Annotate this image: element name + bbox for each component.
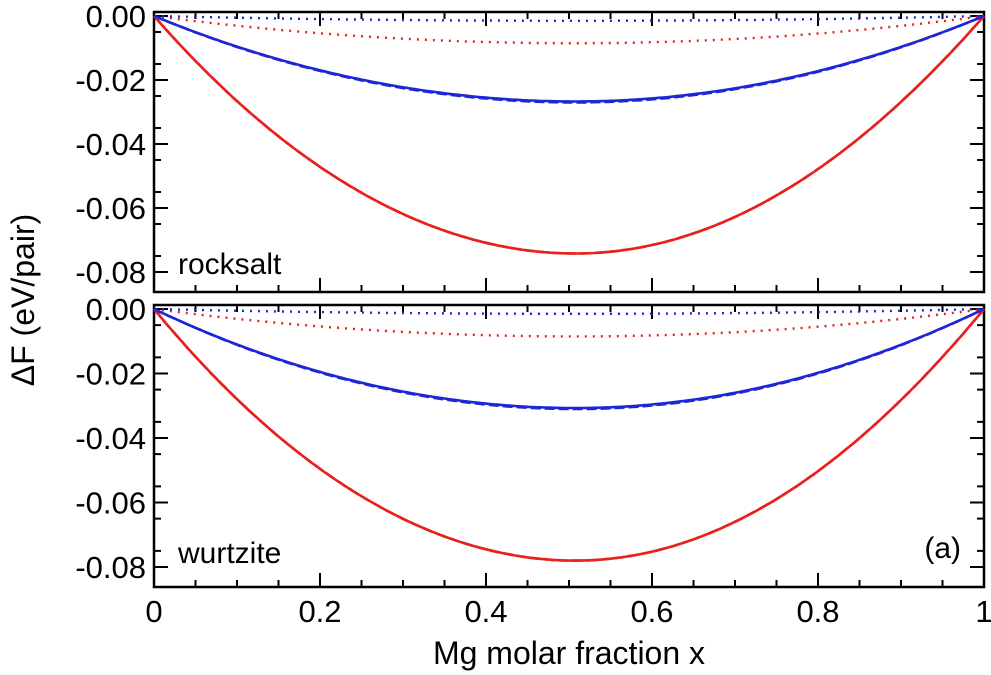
x-tick-label: 0.2 [298, 594, 341, 629]
x-tick-label: 0.4 [464, 594, 507, 629]
wurtzite-series-red-dashed [153, 308, 986, 562]
y-tick-label: -0.02 [75, 63, 146, 98]
x-axis-title: Mg molar fraction x [433, 635, 705, 671]
y-tick-label: -0.06 [75, 486, 146, 521]
panel-label-rocksalt: rocksalt [178, 248, 282, 281]
wurtzite-series-red-dotted [153, 307, 985, 338]
y-tick-label: -0.08 [75, 255, 146, 290]
y-tick-label: 0.00 [86, 0, 146, 34]
y-axis-title: ΔF (eV/pair) [5, 214, 41, 387]
wurtzite-series-blue-dashed [153, 307, 985, 411]
rocksalt-series-red-dotted [153, 14, 985, 45]
y-tick-label: -0.06 [75, 191, 146, 226]
y-tick-label: -0.04 [75, 127, 146, 162]
panel-label-wurtzite: wurtzite [177, 537, 281, 570]
y-tick-label: -0.08 [75, 550, 146, 585]
y-tick-label: -0.04 [75, 421, 146, 456]
x-tick-label: 0 [145, 594, 162, 629]
rocksalt-series-red-dashed [153, 15, 985, 255]
x-tick-label: 0.8 [796, 594, 839, 629]
figure-label: (a) [924, 532, 961, 565]
y-tick-label: 0.00 [86, 292, 146, 327]
y-tick-label: -0.02 [75, 357, 146, 392]
x-tick-label: 1 [975, 594, 991, 629]
x-tick-label: 0.6 [630, 594, 673, 629]
rocksalt-series-blue-dashed [153, 14, 985, 104]
